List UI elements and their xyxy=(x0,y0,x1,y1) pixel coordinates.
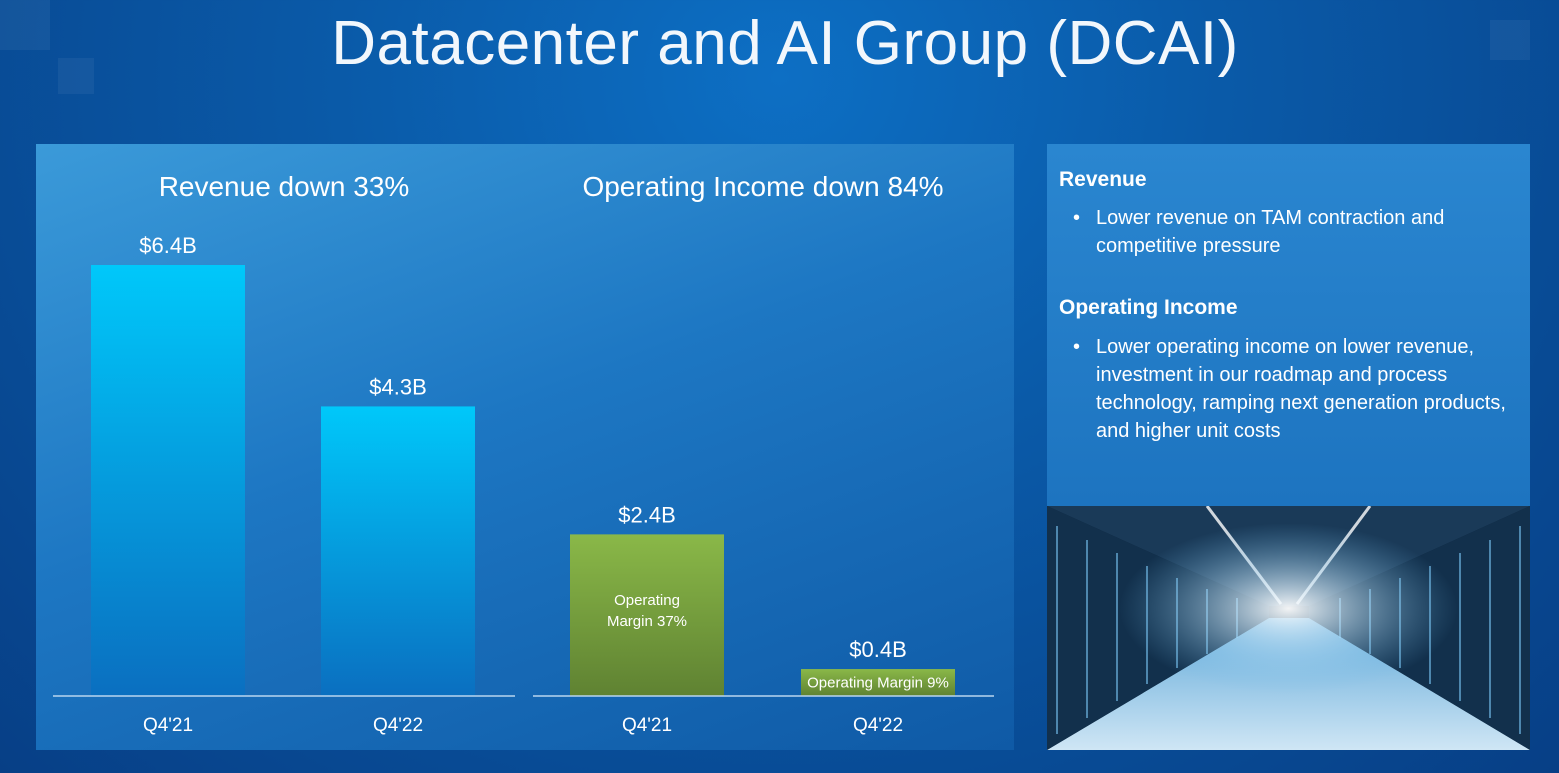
revenue-x-tick: Q4'21 xyxy=(143,715,193,736)
revenue-bullet-text: Lower revenue on TAM contraction and com… xyxy=(1096,207,1445,257)
background-tile xyxy=(0,0,50,50)
bullet-icon: • xyxy=(1073,336,1081,358)
revenue-x-tick: Q4'22 xyxy=(373,715,423,736)
income-margin-label: Margin 37% xyxy=(607,613,687,630)
page-title: Datacenter and AI Group (DCAI) xyxy=(331,9,1239,78)
revenue-bar-2 xyxy=(321,406,475,696)
revenue-bar-1 xyxy=(91,265,245,696)
revenue-value-label: $6.4B xyxy=(139,233,197,258)
income-value-label: $0.4B xyxy=(849,637,907,662)
charts-svg: Revenue down 33% $6.4B Q4'21 $4.3B Q4'22 Oper… xyxy=(53,171,994,736)
income-x-tick: Q4'21 xyxy=(622,715,672,736)
income-margin-label: Operating Margin 9% xyxy=(807,675,949,692)
income-margin-label: Operating xyxy=(614,592,680,609)
datacenter-photo xyxy=(1047,506,1530,750)
revenue-heading: Revenue xyxy=(1059,168,1147,191)
income-heading: Operating Income xyxy=(1059,296,1238,319)
revenue-value-label: $4.3B xyxy=(369,374,427,399)
revenue-chart-title: Revenue down 33% xyxy=(159,171,410,202)
income-bar-1 xyxy=(570,534,724,696)
income-x-tick: Q4'22 xyxy=(853,715,903,736)
income-bar-2 xyxy=(801,669,955,696)
commentary-panel: Revenue • Lower revenue on TAM contracti… xyxy=(1047,144,1530,506)
chart-panel: Revenue down 33% $6.4B Q4'21 $4.3B Q4'22 Oper… xyxy=(36,144,1014,750)
background-tile xyxy=(58,58,94,94)
server-corridor-image xyxy=(1047,506,1530,750)
background-tile xyxy=(1490,20,1530,60)
income-chart-title: Operating Income down 84% xyxy=(582,171,943,202)
bullet-icon: • xyxy=(1073,207,1081,229)
income-bullet-text: Lower operating income on lower revenue,… xyxy=(1096,336,1506,442)
income-value-label: $2.4B xyxy=(618,502,676,527)
